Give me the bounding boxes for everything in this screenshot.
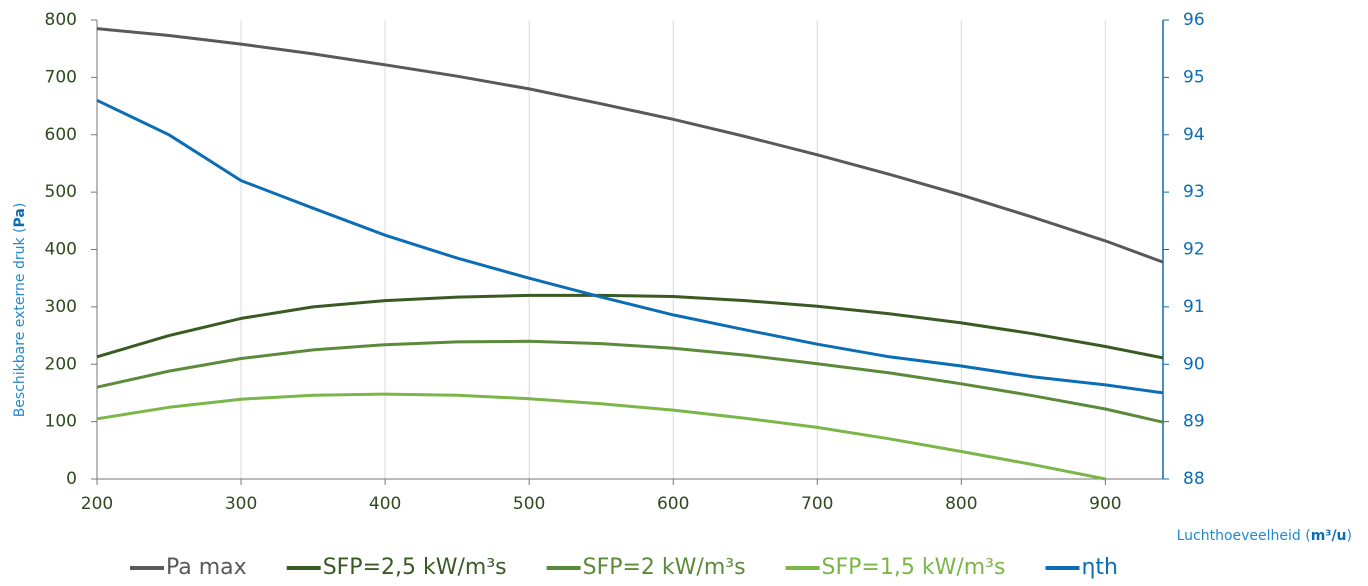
x-tick-label: 500 [513,494,545,514]
series-line [96,339,1164,424]
legend-label: SFP=2,5 kW/m³s [323,555,507,580]
y-tick-label: 500 [45,182,77,202]
y-tick-label: 600 [45,125,77,145]
y-label-part: Beschikbare externe druk ( [12,228,28,418]
series-line [96,293,1164,360]
legend-label: SFP=2 kW/m³s [583,555,746,580]
y2-tick-label: 96 [1183,10,1205,30]
series-line [96,392,1106,481]
x-tick-label: 600 [657,494,689,514]
y-tick-label: 800 [45,10,77,30]
y2-tick-label: 92 [1183,240,1205,260]
legend-label: ηth [1081,555,1118,580]
y2-tick-label: 91 [1183,297,1205,317]
y-tick-label: 200 [45,354,77,374]
x-tick-label: 900 [1089,494,1121,514]
x-tick-label: 200 [81,494,113,514]
y2-tick-label: 93 [1183,182,1205,202]
x-tick-label: 700 [801,494,833,514]
x-label-unit: m³/u [1311,528,1347,544]
y-axis-label: Beschikbare externe druk (Pa) [12,203,28,418]
y2-tick-label: 95 [1183,67,1205,87]
y2-tick-label: 94 [1183,125,1205,145]
y-tick-label: 400 [45,240,77,260]
y2-tick-label: 90 [1183,354,1205,374]
legend-label: Pa max [166,555,247,580]
x-tick-label: 300 [225,494,257,514]
y-tick-label: 100 [45,412,77,432]
y-label-unit: Pa [12,208,28,227]
x-tick-label: 400 [369,494,401,514]
series-line [96,27,1164,264]
series-line [96,98,1164,395]
x-label-part: Luchthoeveelheid ( [1177,528,1311,544]
legend-label: SFP=1,5 kW/m³s [822,555,1006,580]
x-axis-label: Luchthoeveelheid (m³/u) [1177,528,1352,544]
y-tick-label: 0 [66,469,77,489]
y2-tick-label: 89 [1183,412,1205,432]
y-tick-label: 300 [45,297,77,317]
x-label-part: ) [1347,528,1352,544]
y-tick-label: 700 [45,67,77,87]
y-label-part: ) [12,203,28,208]
x-tick-label: 800 [945,494,977,514]
y2-tick-label: 88 [1183,469,1205,489]
